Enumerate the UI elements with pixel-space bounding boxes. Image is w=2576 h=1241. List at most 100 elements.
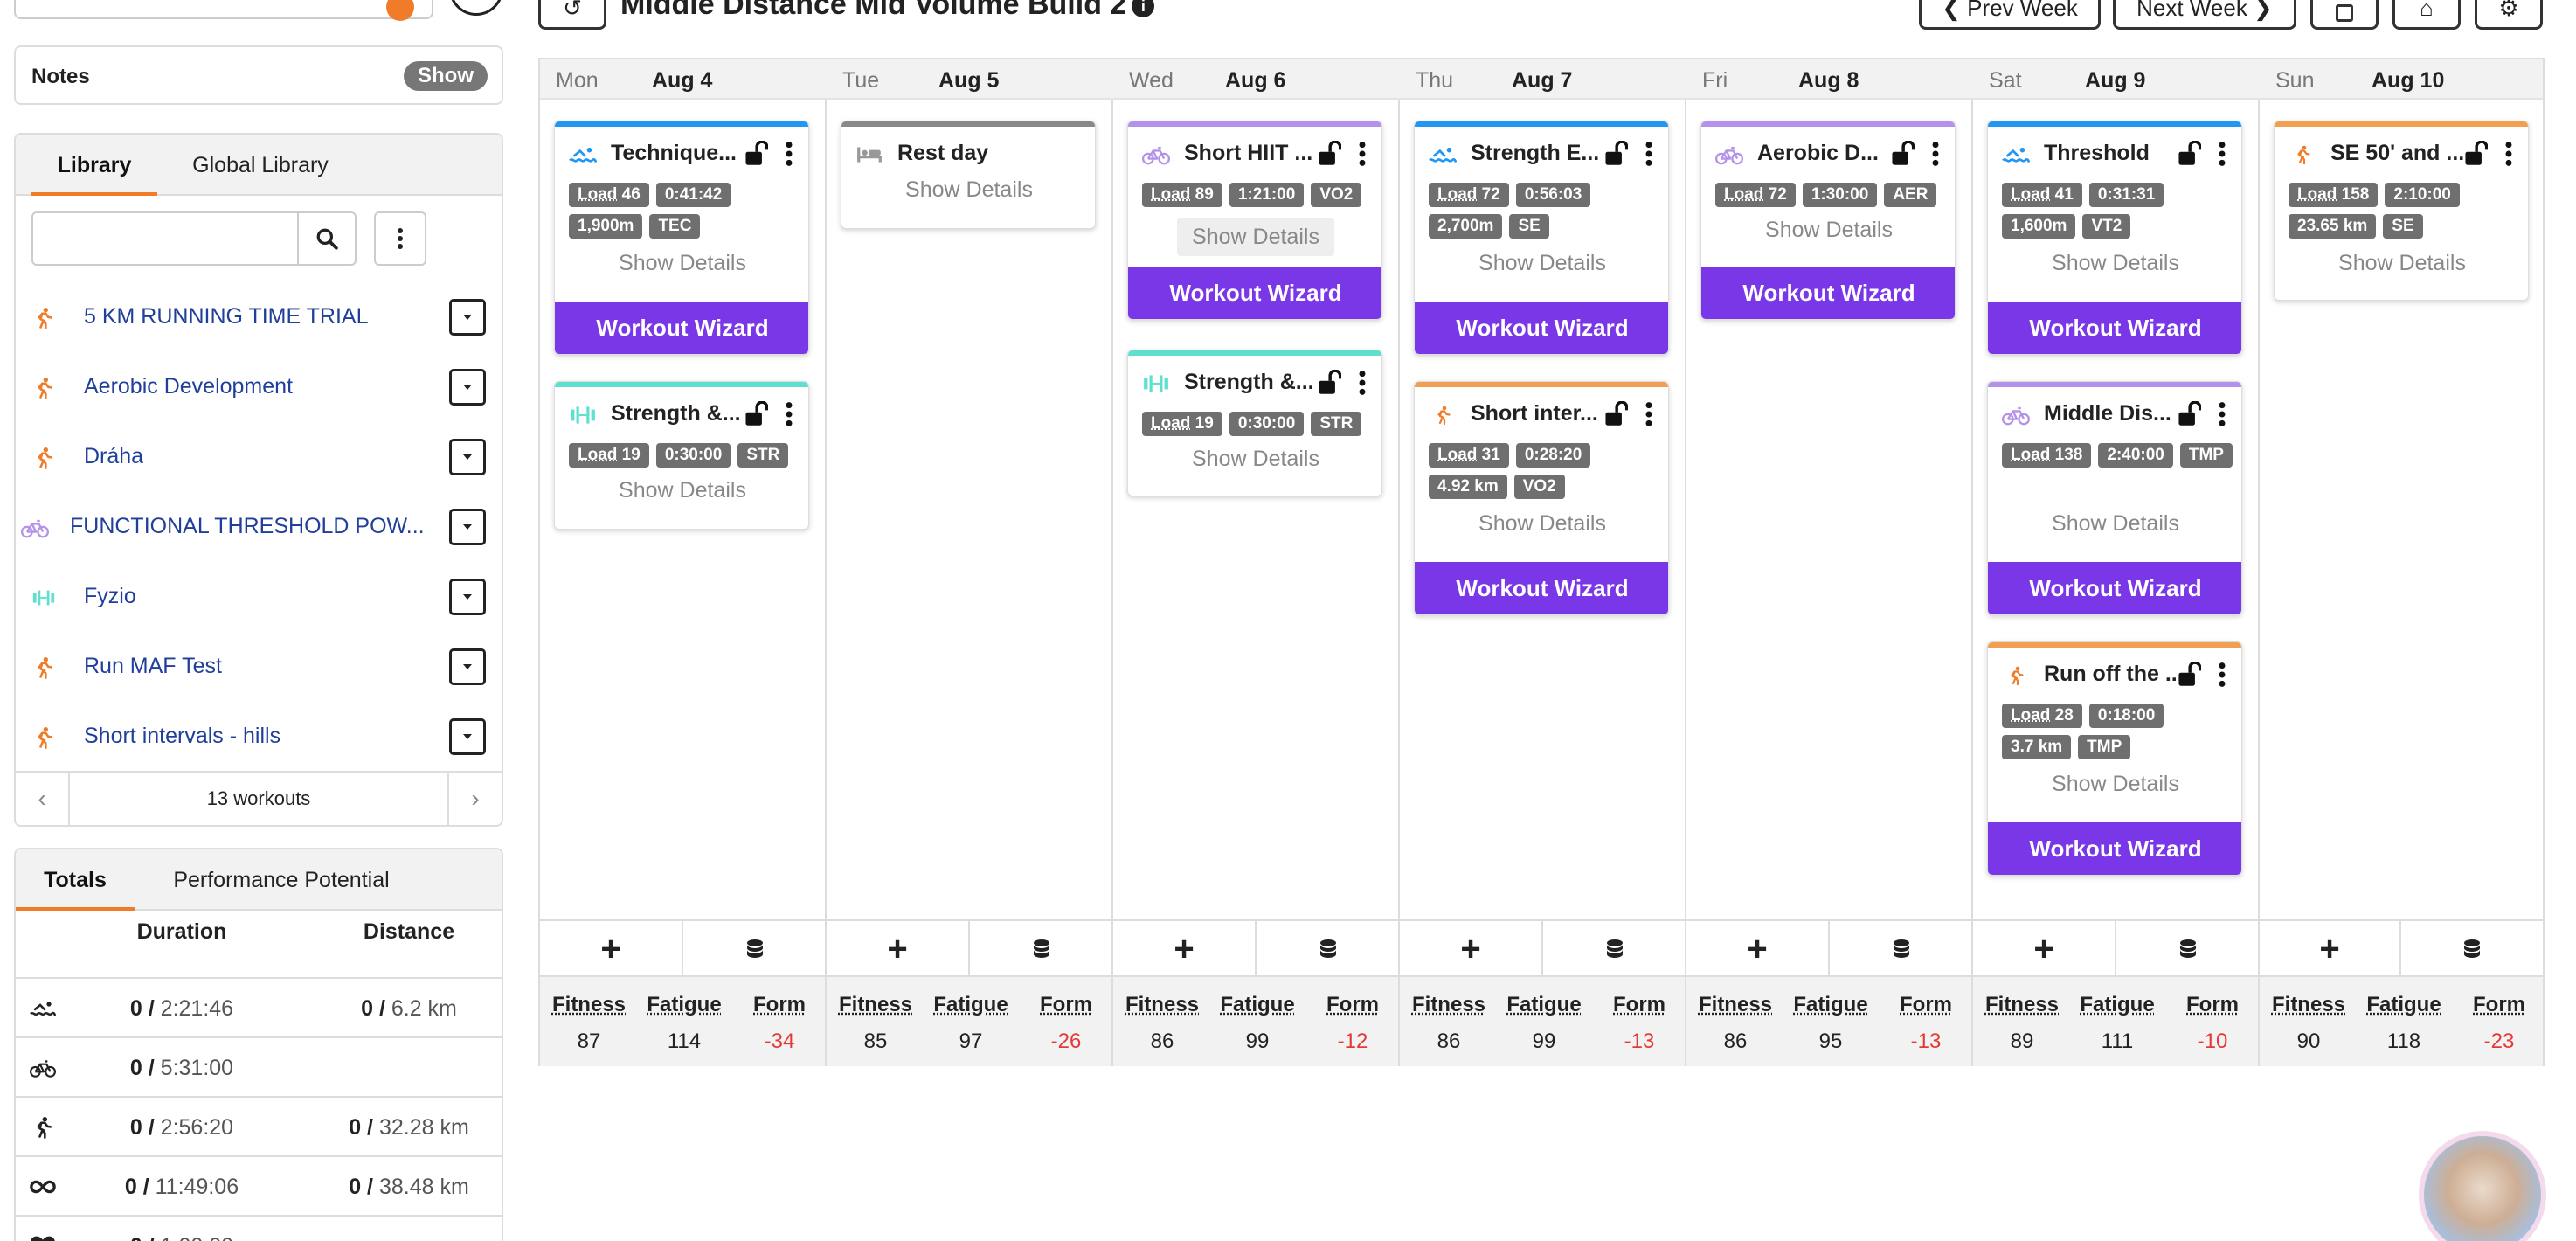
workout-title[interactable]: Short HIIT ... (1184, 141, 1312, 166)
library-item[interactable]: Short intervals - hills (16, 703, 502, 773)
workout-title[interactable]: Threshold (2044, 141, 2150, 166)
add-workout-button[interactable]: + (2260, 921, 2401, 977)
workout-card[interactable]: Short inter... Load 31 0:28:20 4.92 km VO2 Sh… (1414, 381, 1669, 615)
library-item-label[interactable]: FUNCTIONAL THRESHOLD POW... (70, 514, 425, 539)
library-item[interactable]: Fyzio (16, 563, 502, 633)
add-workout-button[interactable]: + (827, 921, 970, 977)
library-item[interactable]: Run MAF Test (16, 633, 502, 703)
tab-totals[interactable]: Totals (16, 849, 135, 911)
unlock-icon[interactable] (744, 401, 768, 427)
kebab-menu-icon[interactable] (784, 141, 794, 167)
add-workout-button[interactable]: + (1973, 921, 2116, 977)
unlock-icon[interactable] (2463, 141, 2488, 167)
workout-wizard-button[interactable]: Workout Wizard (1415, 562, 1669, 614)
workout-card[interactable]: Threshold Load 41 0:31:31 1,600m VT2 Show Det… (1987, 121, 2242, 355)
add-from-library-button[interactable] (2116, 921, 2260, 977)
library-more-button[interactable] (374, 211, 426, 266)
unlock-icon[interactable] (1317, 370, 1341, 396)
show-details-link[interactable]: Show Details (1128, 447, 1382, 472)
unlock-icon[interactable] (2177, 401, 2201, 427)
add-from-library-button[interactable] (1830, 921, 1973, 977)
library-item[interactable]: Dráha (16, 423, 502, 493)
workout-title[interactable]: SE 50' and ... (2330, 141, 2464, 166)
library-item-dropdown[interactable] (449, 718, 486, 755)
kebab-menu-icon[interactable] (784, 401, 794, 427)
kebab-menu-icon[interactable] (1644, 141, 1654, 167)
show-details-link[interactable]: Show Details (1988, 251, 2242, 276)
library-item-label[interactable]: Short intervals - hills (84, 724, 280, 749)
workout-title[interactable]: Strength E... (1471, 141, 1599, 166)
workout-wizard-button[interactable]: Workout Wizard (555, 302, 809, 354)
unlock-icon[interactable] (2177, 141, 2201, 167)
profile-circle-button[interactable] (449, 0, 503, 16)
workout-card[interactable]: Run off the ... Load 28 0:18:00 3.7 km TMP Sh… (1987, 641, 2242, 876)
library-item-dropdown[interactable] (449, 299, 486, 336)
workout-wizard-button[interactable]: Workout Wizard (1701, 267, 1956, 319)
library-item-dropdown[interactable] (449, 509, 486, 545)
show-details-link[interactable]: Show Details (841, 177, 1096, 203)
show-details-link[interactable]: Show Details (2275, 251, 2529, 276)
add-from-library-button[interactable] (1257, 921, 1400, 977)
library-item-label[interactable]: 5 KM RUNNING TIME TRIAL (84, 304, 369, 329)
kebab-menu-icon[interactable] (1930, 141, 1941, 167)
workout-title[interactable]: Run off the ... (2044, 662, 2184, 687)
add-workout-button[interactable]: + (540, 921, 683, 977)
kebab-menu-icon[interactable] (2217, 401, 2227, 427)
add-workout-button[interactable]: + (1400, 921, 1543, 977)
workout-wizard-button[interactable]: Workout Wizard (1988, 302, 2242, 354)
library-item-dropdown[interactable] (449, 579, 486, 615)
kebab-menu-icon[interactable] (2217, 141, 2227, 167)
notes-show-button[interactable]: Show (404, 61, 488, 91)
tab-library[interactable]: Library (31, 135, 157, 196)
workout-title[interactable]: Strength &... (1184, 370, 1314, 395)
add-from-library-button[interactable] (683, 921, 827, 977)
library-item[interactable]: 5 KM RUNNING TIME TRIAL (16, 283, 502, 353)
home-button[interactable]: ⌂ (2392, 0, 2461, 30)
workout-card[interactable]: Aerobic D... Load 72 1:30:00 AER Show Detail… (1700, 121, 1956, 320)
library-item-label[interactable]: Dráha (84, 444, 143, 469)
kebab-menu-icon[interactable] (2503, 141, 2514, 167)
show-details-link[interactable]: Show Details (555, 251, 809, 276)
workout-card[interactable]: Rest day Show Details (841, 121, 1096, 229)
workout-card[interactable]: Middle Dis... Load 138 2:40:00 TMP Show Deta… (1987, 381, 2242, 615)
kebab-menu-icon[interactable] (2217, 662, 2227, 688)
user-avatar[interactable] (2419, 1131, 2546, 1241)
workout-card[interactable]: Technique... Load 46 0:41:42 1,900m TEC Show … (554, 121, 809, 355)
workout-card[interactable]: Strength &... Load 19 0:30:00 STR Show Detai… (1127, 350, 1382, 496)
prev-week-button[interactable]: ❮ Prev Week (1919, 0, 2101, 30)
unlock-icon[interactable] (1603, 401, 1628, 427)
workout-title[interactable]: Strength &... (611, 401, 741, 426)
library-item-label[interactable]: Aerobic Development (84, 374, 293, 399)
workout-title[interactable]: Technique... (611, 141, 737, 166)
workout-card[interactable]: Strength E... Load 72 0:56:03 2,700m SE Show … (1414, 121, 1669, 355)
workout-title[interactable]: Middle Dis... (2044, 401, 2171, 426)
show-details-link[interactable]: Show Details (1415, 251, 1669, 276)
unlock-icon[interactable] (1603, 141, 1628, 167)
add-from-library-button[interactable] (1543, 921, 1686, 977)
workout-title[interactable]: Short inter... (1471, 401, 1598, 426)
kebab-menu-icon[interactable] (1357, 370, 1368, 396)
workout-wizard-button[interactable]: Workout Wizard (1415, 302, 1669, 354)
workout-title[interactable]: Aerobic D... (1757, 141, 1879, 166)
show-details-link[interactable]: Show Details (555, 478, 809, 503)
add-from-library-button[interactable] (970, 921, 1113, 977)
add-workout-button[interactable]: + (1686, 921, 1830, 977)
kebab-menu-icon[interactable] (1357, 141, 1368, 167)
unlock-icon[interactable] (2177, 662, 2201, 688)
library-search-input[interactable] (31, 211, 299, 266)
library-item[interactable]: Aerobic Development (16, 353, 502, 423)
add-workout-button[interactable]: + (1113, 921, 1257, 977)
library-item-label[interactable]: Fyzio (84, 584, 136, 609)
layout-button[interactable] (2310, 0, 2379, 30)
show-details-link[interactable]: Show Details (1415, 511, 1669, 537)
settings-button[interactable]: ⚙ (2475, 0, 2543, 30)
workout-card[interactable]: Short HIIT ... Load 89 1:21:00 VO2 Show Deta… (1127, 121, 1382, 320)
library-item-dropdown[interactable] (449, 648, 486, 685)
show-details-link[interactable]: Show Details (1988, 772, 2242, 797)
next-week-button[interactable]: Next Week ❯ (2113, 0, 2296, 30)
workout-wizard-button[interactable]: Workout Wizard (1988, 822, 2242, 875)
workout-title[interactable]: Rest day (897, 141, 988, 166)
tab-performance-potential[interactable]: Performance Potential (159, 849, 404, 911)
prev-page-button[interactable]: ‹ (16, 773, 68, 825)
unlock-icon[interactable] (1317, 141, 1341, 167)
